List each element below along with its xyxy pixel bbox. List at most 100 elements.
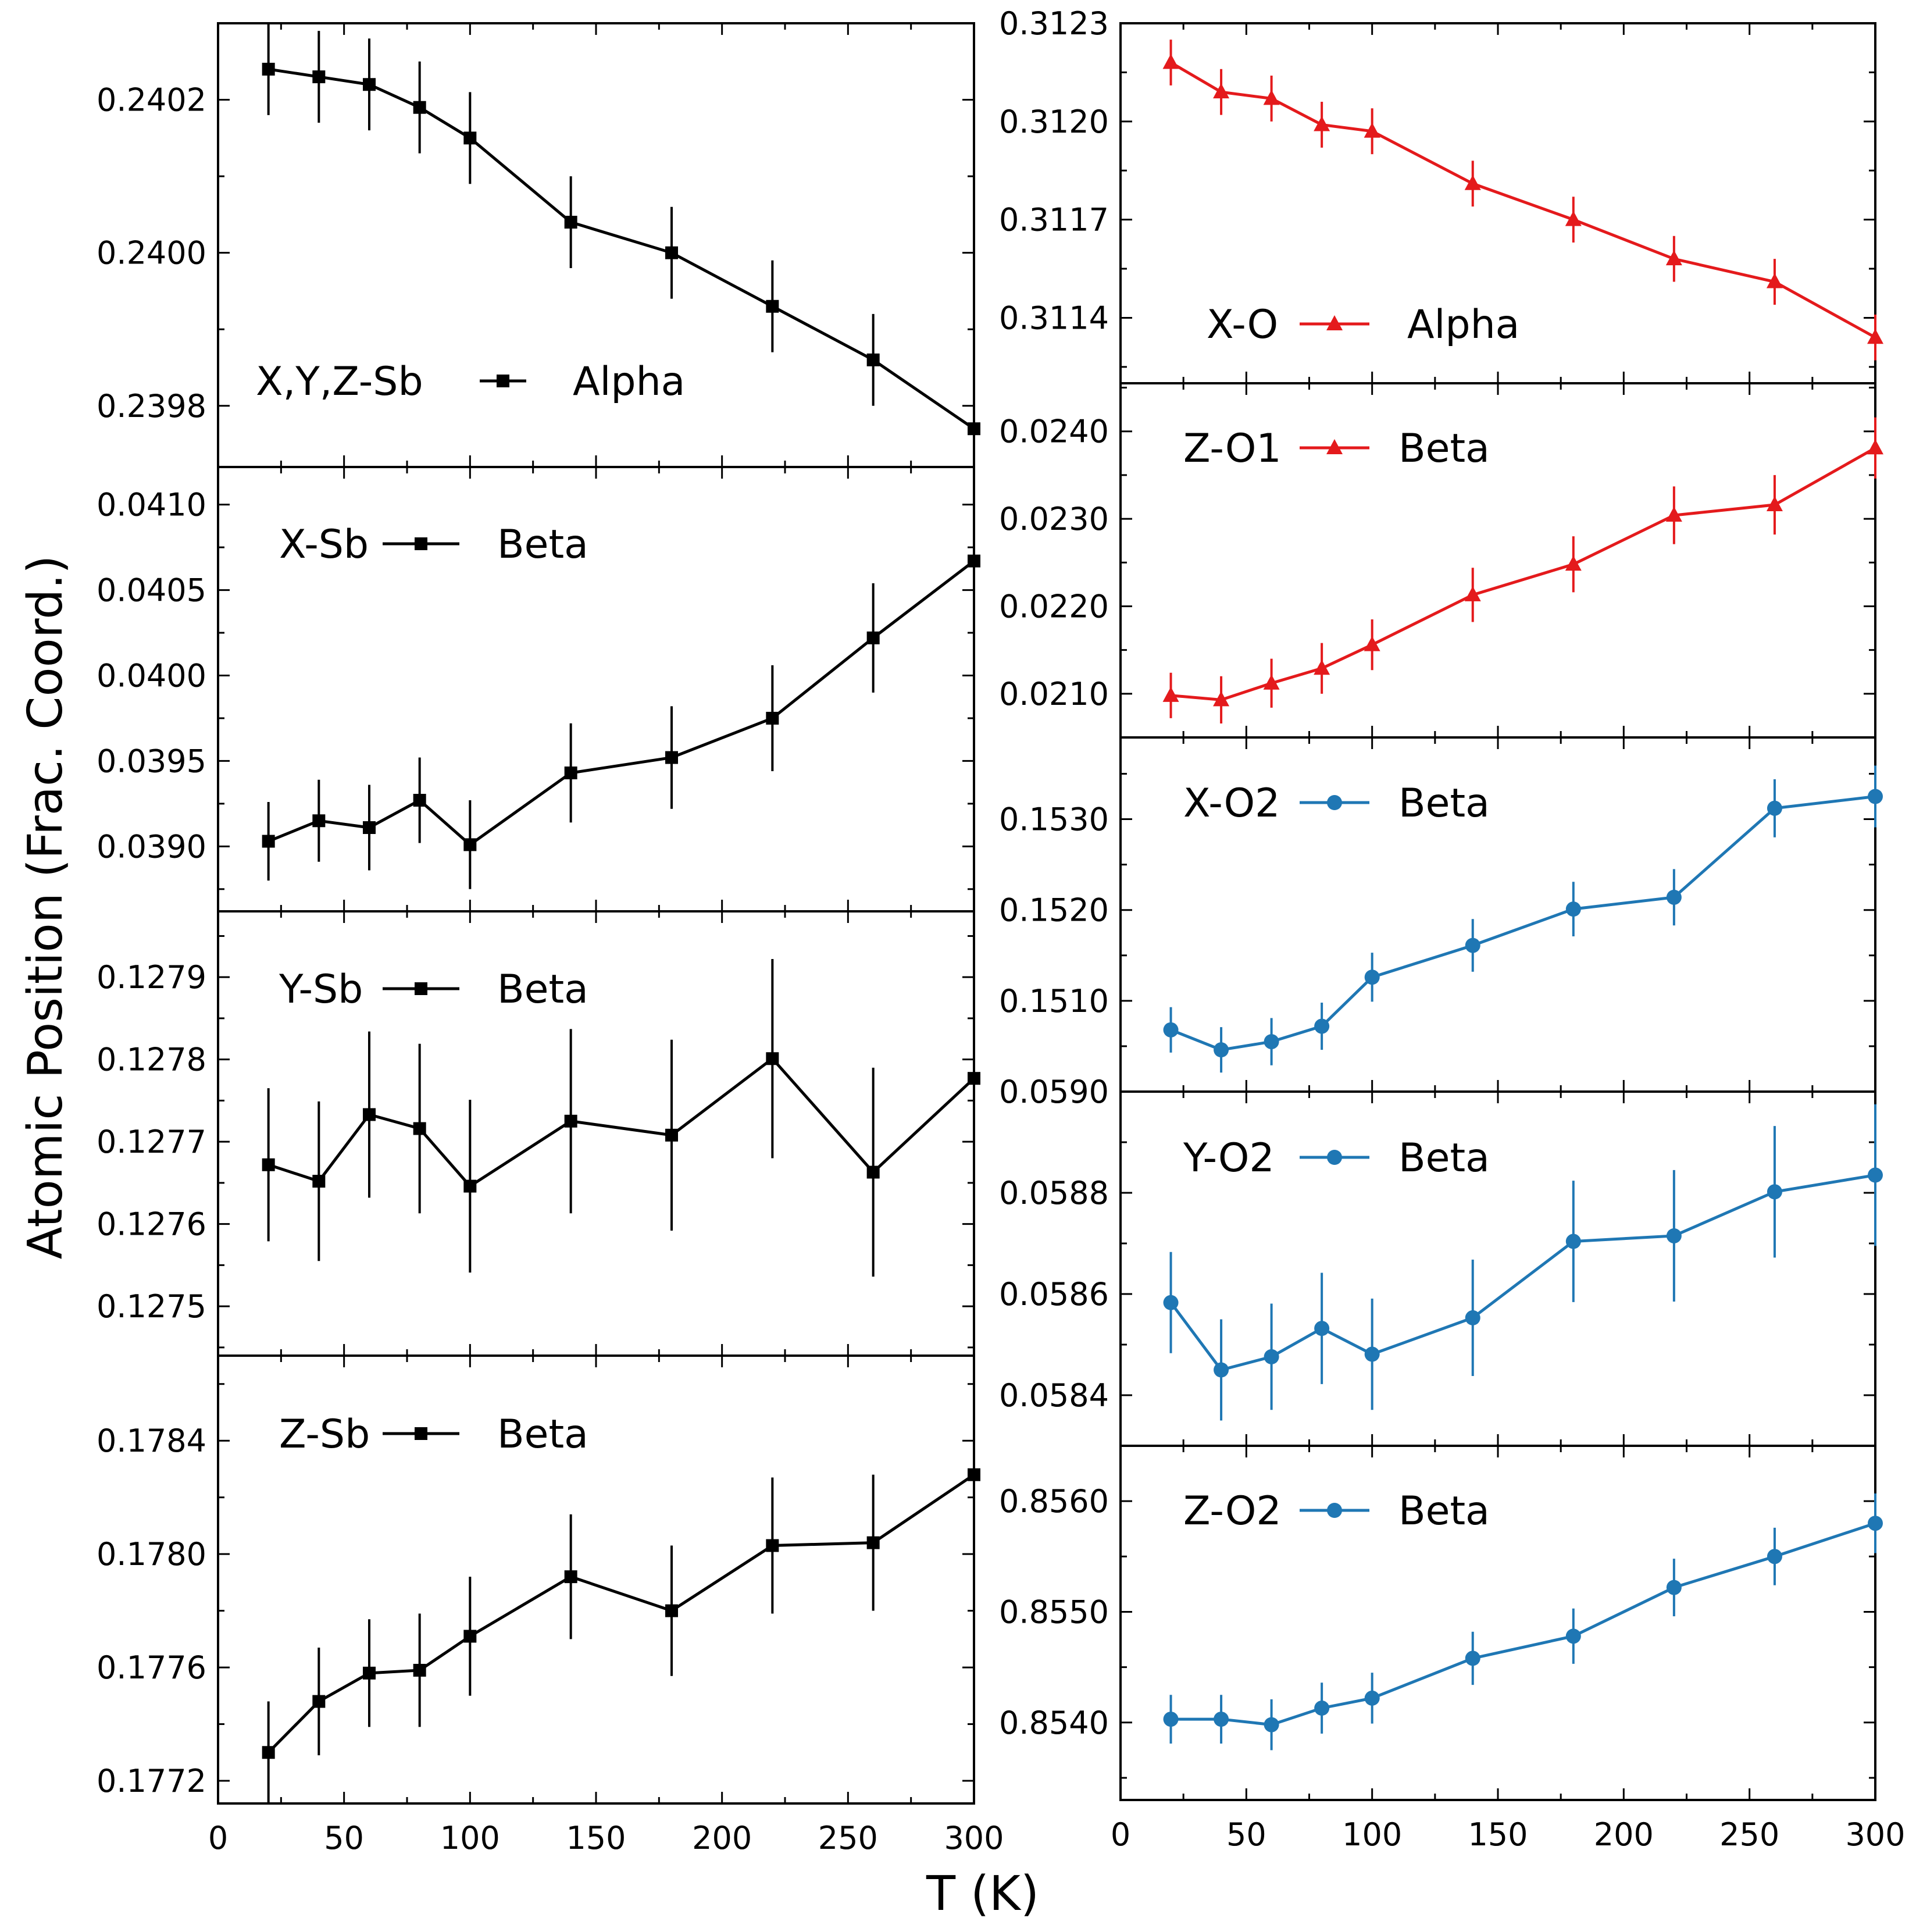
y-axis-title: Atomic Position (Frac. Coord.): [18, 555, 73, 1259]
legend: Y-Sb Beta: [279, 967, 588, 1013]
data-point: [1766, 273, 1783, 288]
y-tick-label: 0.0588: [999, 1175, 1109, 1211]
data-point: [1465, 938, 1480, 953]
data-point: [312, 1175, 326, 1188]
legend-marker: [415, 537, 427, 550]
legend: Y-O2 Beta: [1183, 1135, 1490, 1181]
legend-label: X-Sb: [279, 522, 369, 568]
data-point: [1364, 1346, 1380, 1362]
x-tick-label: 50: [1226, 1816, 1266, 1853]
data-point: [1163, 1295, 1179, 1310]
data-point: [1465, 1310, 1480, 1325]
data-point: [1665, 507, 1682, 522]
series-line: [1171, 447, 1876, 701]
legend-marker: [415, 982, 427, 995]
data-point: [363, 1666, 376, 1680]
x-tick-label: 100: [440, 1820, 500, 1856]
legend-name: Alpha: [1407, 302, 1519, 348]
y-tick-label: 0.0586: [999, 1276, 1109, 1313]
data-point: [262, 835, 275, 848]
series-line: [267, 1473, 975, 1754]
data-point: [1868, 789, 1883, 804]
y-tick-label: 0.1277: [97, 1124, 206, 1160]
data-point: [312, 70, 326, 84]
data-point: [564, 1114, 577, 1128]
y-tick-label: 0.0590: [999, 1074, 1109, 1110]
legend-name: Beta: [497, 1411, 588, 1457]
data-point: [564, 766, 577, 779]
x-tick-label: 100: [1342, 1816, 1402, 1853]
data-point: [1666, 1580, 1682, 1595]
legend-label: Z-Sb: [279, 1411, 370, 1457]
y-tick-label: 0.1780: [97, 1536, 206, 1573]
data-point: [1364, 122, 1380, 138]
x-tick-label: 200: [1594, 1816, 1654, 1853]
data-point: [1264, 1034, 1279, 1050]
data-point: [363, 1108, 376, 1121]
x-axis-title: T (K): [926, 1866, 1039, 1922]
data-point: [968, 1072, 980, 1085]
legend-label: Z-O1: [1183, 426, 1282, 472]
y-tick-label: 0.0405: [97, 572, 206, 609]
data-point: [1464, 586, 1481, 601]
legend: X-Sb Beta: [279, 522, 588, 568]
data-point: [1867, 329, 1883, 344]
y-tick-label: 0.2398: [97, 388, 206, 425]
series-line: [1170, 795, 1876, 1051]
legend-marker: [497, 375, 509, 387]
data-point: [262, 1158, 275, 1171]
data-point: [463, 131, 477, 145]
data-point: [665, 246, 678, 259]
legend-marker: [1327, 1150, 1342, 1165]
legend: Z-O2 Beta: [1183, 1488, 1490, 1534]
y-tick-label: 0.3117: [999, 202, 1109, 238]
y-tick-label: 0.1276: [97, 1206, 206, 1243]
data-point: [1213, 83, 1230, 99]
y-tick-label: 0.0390: [97, 828, 206, 865]
data-point: [1364, 1690, 1380, 1706]
legend-name: Alpha: [573, 359, 685, 405]
data-point: [866, 1536, 880, 1549]
legend-marker: [415, 1427, 427, 1440]
data-point: [1464, 174, 1481, 190]
data-point: [564, 216, 577, 229]
y-tick-label: 0.1520: [999, 892, 1109, 929]
legend-marker: [1327, 795, 1342, 810]
panel-z-o2: 0 50 100 150 200 250 300 0.8540 0.8550 0.8560 Z-O2…: [999, 1445, 1906, 1853]
data-point: [1767, 800, 1782, 816]
data-point: [1263, 674, 1280, 690]
x-tick-label: 0: [1111, 1816, 1130, 1853]
data-point: [1214, 1362, 1229, 1378]
y-tick-label: 0.0220: [999, 588, 1109, 625]
data-point: [413, 1663, 426, 1677]
data-point: [1314, 116, 1330, 131]
y-tick-label: 0.3123: [999, 5, 1109, 42]
data-point: [1214, 1712, 1229, 1727]
y-tick-label: 0.1278: [97, 1042, 206, 1078]
data-point: [665, 1128, 678, 1142]
data-point: [866, 631, 880, 644]
y-tick-label: 0.1530: [999, 801, 1109, 838]
panel-z-sb: 0 50 100 150 200 250 300 0.1772 0.1776 0.1780 0.17…: [97, 1354, 1004, 1856]
data-point: [766, 1539, 779, 1552]
data-point: [463, 1179, 477, 1193]
data-point: [1314, 1018, 1330, 1034]
data-point: [1162, 686, 1179, 702]
data-point: [1314, 1321, 1330, 1336]
legend-marker: [1326, 439, 1343, 454]
data-point: [1465, 1651, 1480, 1666]
data-point: [766, 1052, 779, 1065]
data-point: [1314, 1701, 1330, 1716]
y-tick-label: 0.1510: [999, 983, 1109, 1020]
data-point: [312, 1695, 326, 1708]
data-point: [766, 300, 779, 313]
data-point: [1665, 250, 1682, 266]
data-point: [1766, 496, 1783, 512]
legend-marker: [1327, 1503, 1342, 1518]
data-point: [1364, 969, 1380, 985]
data-point: [413, 1122, 426, 1135]
legend-name: Beta: [1398, 1135, 1490, 1181]
x-tick-label: 0: [208, 1820, 228, 1856]
panel-y-o2: 0.0584 0.0586 0.0588 0.0590 Y-O2 Beta: [999, 1074, 1883, 1447]
